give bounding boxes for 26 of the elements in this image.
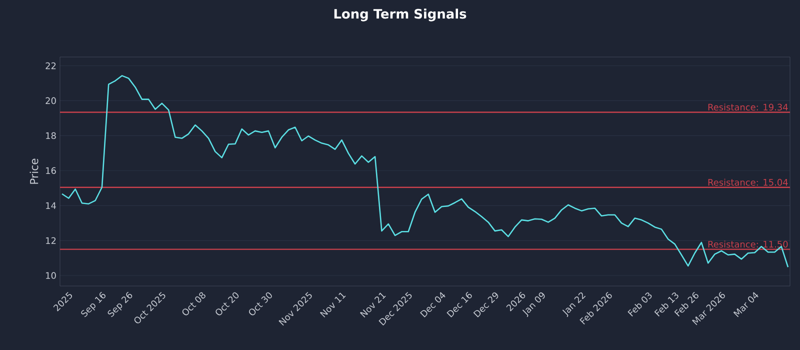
x-tick-label: Nov 21 xyxy=(360,292,386,318)
x-tick-label: Jan 22 xyxy=(562,292,586,318)
x-tick-label: Sep 16 xyxy=(81,292,106,318)
y-tick-label: 10 xyxy=(46,272,56,279)
y-axis-title: Price xyxy=(30,158,38,184)
y-tick-label: 12 xyxy=(46,237,56,244)
ref-line-label: Resistance: 19.34 xyxy=(708,104,788,111)
x-tick-label: Nov 11 xyxy=(320,292,346,318)
x-tick-label: Dec 04 xyxy=(420,292,446,318)
x-tick-label: Sep 26 xyxy=(108,292,132,318)
x-tick-label: Oct 08 xyxy=(182,292,206,316)
x-tick-label: Feb 03 xyxy=(628,292,652,316)
x-tick-label: Oct 30 xyxy=(249,292,272,316)
ref-line-label: Resistance: 11.50 xyxy=(708,240,788,248)
chart-title: Long Term Signals xyxy=(334,8,466,22)
x-tick-label: Dec 29 xyxy=(473,292,498,318)
y-tick-label: 16 xyxy=(46,167,56,174)
y-tick-label: 18 xyxy=(46,132,56,140)
y-tick-label: 14 xyxy=(46,202,56,209)
line-series xyxy=(61,75,789,268)
y-tick-label: 20 xyxy=(46,97,56,104)
ref-line-label: Resistance: 15.04 xyxy=(708,178,788,186)
x-tick-label: Oct 20 xyxy=(216,292,239,316)
y-tick-label: 22 xyxy=(46,62,56,70)
x-tick-label: Dec 16 xyxy=(446,292,472,318)
x-tick-label: Mar 04 xyxy=(733,292,758,318)
